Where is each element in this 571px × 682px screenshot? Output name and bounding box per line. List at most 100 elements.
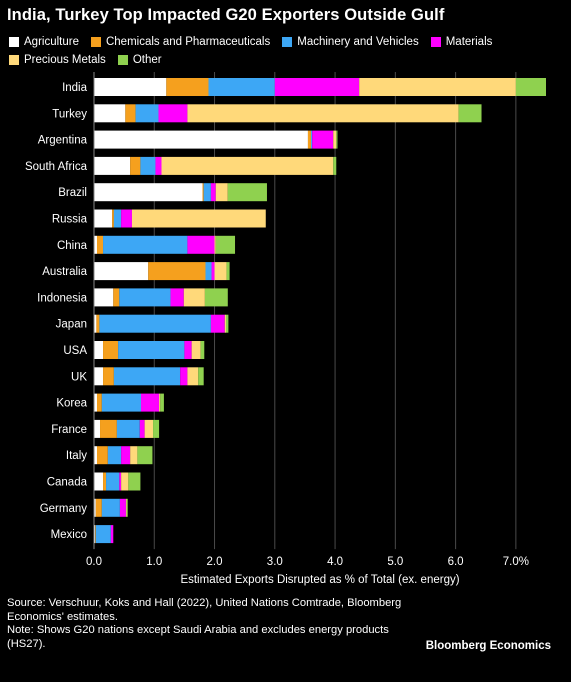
stacked-bar-chart: 0.0 1.0 2.0 3.0 4.0 5.0 6.0 7.0% India Turkey Arge… [25, 72, 546, 568]
bar-chemicals-and-pharmaceuticals [97, 446, 108, 465]
bar-machinery-and-vehicles [135, 104, 159, 123]
bar-materials [141, 393, 160, 412]
bar-agriculture [94, 130, 308, 149]
bar-precious-metals [130, 446, 138, 465]
bar-machinery-and-vehicles [101, 393, 142, 412]
y-tick-label: Germany [40, 503, 88, 515]
legend-swatch [9, 37, 19, 47]
bar-agriculture [94, 341, 104, 359]
bar-chemicals-and-pharmaceuticals [103, 341, 119, 359]
bar-materials [180, 367, 188, 386]
bar-other [333, 156, 337, 175]
bar-materials [119, 498, 126, 517]
bar-agriculture [94, 262, 149, 281]
x-tick-label: 1.0 [146, 556, 162, 568]
bar-agriculture [94, 288, 114, 307]
bar-machinery-and-vehicles [113, 209, 122, 228]
bar-agriculture [94, 104, 126, 123]
bar-machinery-and-vehicles [205, 262, 212, 281]
bar-agriculture [94, 183, 203, 202]
bar-other [204, 288, 228, 307]
bar-agriculture [94, 209, 113, 228]
bar-other [226, 262, 230, 281]
brand-logo: Bloomberg Economics [425, 640, 551, 652]
bar-agriculture [94, 472, 104, 491]
bar-precious-metals [214, 235, 216, 254]
bar-other [137, 446, 153, 465]
bar-agriculture [94, 446, 98, 465]
bar-machinery-and-vehicles [101, 498, 120, 517]
legend-swatch [90, 37, 101, 47]
y-tick-label: India [62, 82, 88, 94]
y-tick-label: Brazil [58, 187, 87, 199]
y-tick-label: Japan [56, 319, 87, 331]
x-tick-label: 0.0 [86, 556, 102, 568]
bar-machinery-and-vehicles [113, 367, 181, 386]
bar-precious-metals [125, 498, 127, 517]
bar-machinery-and-vehicles [106, 472, 120, 491]
legend-item-machinery-and-vehicles: Machinery and Vehicles [282, 34, 419, 50]
bar-chemicals-and-pharmaceuticals [112, 209, 114, 228]
legend-item-materials: Materials [430, 34, 492, 50]
bar-other [515, 78, 546, 96]
bar-machinery-and-vehicles [119, 288, 171, 307]
bar-other [128, 472, 141, 491]
legend-label: Machinery and Vehicles [297, 36, 419, 48]
bar-precious-metals [183, 288, 205, 307]
bar-precious-metals [121, 472, 129, 491]
bar-precious-metals [191, 341, 201, 359]
y-tick-label: Mexico [51, 529, 87, 541]
bar-materials [312, 130, 334, 149]
legend-item-precious-metals: Precious Metals [9, 52, 106, 68]
y-tick-label: Italy [66, 450, 87, 462]
bar-precious-metals [187, 367, 199, 386]
bar-machinery-and-vehicles [140, 156, 156, 175]
y-tick-label: Canada [47, 477, 88, 489]
bar-materials [170, 288, 184, 307]
bar-materials [184, 341, 192, 359]
y-tick-label: USA [63, 345, 87, 357]
bar-agriculture [94, 393, 98, 412]
bar-precious-metals [224, 314, 226, 333]
bar-materials [155, 156, 162, 175]
bar-chemicals-and-pharmaceuticals [202, 183, 204, 202]
bar-precious-metals [131, 209, 266, 228]
y-tick-label: Indonesia [37, 292, 87, 304]
bar-machinery-and-vehicles [99, 314, 211, 333]
bar-agriculture [94, 235, 98, 254]
x-tick-label: 3.0 [267, 556, 283, 568]
bar-machinery-and-vehicles [208, 78, 275, 96]
bar-machinery-and-vehicles [103, 235, 188, 254]
bar-materials [187, 235, 215, 254]
bar-other [225, 314, 229, 333]
y-tick-label: UK [71, 371, 87, 383]
x-tick-label: 6.0 [448, 556, 464, 568]
y-tick-label: South Africa [25, 161, 88, 173]
x-tick-label: 2.0 [207, 556, 223, 568]
bar-precious-metals [214, 262, 227, 281]
bar-precious-metals [215, 183, 228, 202]
x-tick-label: 5.0 [387, 556, 403, 568]
bar-chemicals-and-pharmaceuticals [103, 367, 114, 386]
bar-other [153, 419, 160, 438]
bar-materials [139, 419, 145, 438]
bar-chemicals-and-pharmaceuticals [113, 288, 120, 307]
y-tick-label: France [51, 424, 87, 436]
y-tick-label: China [57, 240, 88, 252]
bar-machinery-and-vehicles [95, 525, 111, 544]
y-tick-label: Turkey [52, 108, 87, 120]
footer: Source: Verschuur, Koks and Hall (2022),… [7, 597, 417, 651]
bar-other [160, 393, 164, 412]
bar-chemicals-and-pharmaceuticals [95, 498, 102, 517]
legend-label: Chemicals and Pharmaceuticals [105, 36, 271, 48]
legend-item-agriculture: Agriculture [9, 34, 79, 50]
bar-precious-metals [159, 393, 161, 412]
legend-swatch [117, 55, 128, 65]
footnote: Note: Shows G20 nations except Saudi Ara… [7, 624, 389, 650]
x-axis-label: Estimated Exports Disrupted as % of Tota… [180, 574, 460, 586]
y-tick-label: Russia [52, 214, 88, 226]
bar-chemicals-and-pharmaceuticals [97, 235, 104, 254]
legend-swatch [430, 37, 441, 47]
bar-chemicals-and-pharmaceuticals [103, 472, 107, 491]
bar-other [215, 235, 236, 254]
